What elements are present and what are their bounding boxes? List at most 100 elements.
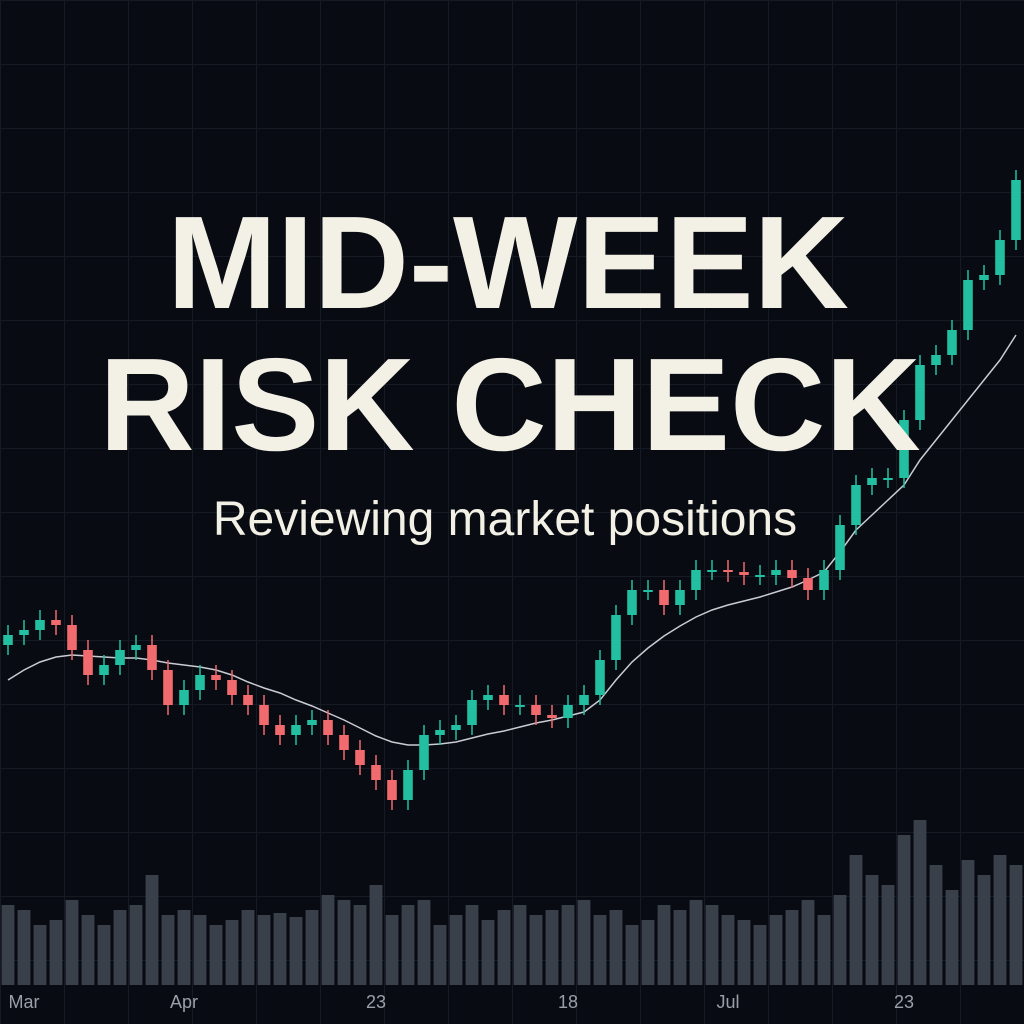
candle-body <box>563 705 573 718</box>
candle-body <box>99 665 109 675</box>
volume-bar <box>241 910 255 985</box>
volume-bar <box>849 855 863 985</box>
volume-bar <box>81 915 95 985</box>
candle-body <box>547 715 557 718</box>
volume-bar <box>737 920 751 985</box>
title-line: RISK CHECK <box>99 331 920 478</box>
candle-body <box>515 705 525 707</box>
candle-body <box>979 275 989 280</box>
candle-body <box>275 725 285 735</box>
candle-body <box>915 365 925 420</box>
volume-bar <box>753 925 767 985</box>
volume-bar <box>321 895 335 985</box>
candle-body <box>307 720 317 725</box>
volume-bar <box>177 910 191 985</box>
volume-bar <box>65 900 79 985</box>
volume-bar <box>337 900 351 985</box>
volume-bar <box>945 890 959 985</box>
volume-bar <box>225 920 239 985</box>
candle-body <box>931 355 941 365</box>
volume-bar <box>417 900 431 985</box>
candle-body <box>883 478 893 480</box>
volume-bar <box>33 925 47 985</box>
candle-body <box>147 645 157 670</box>
volume-bar <box>769 915 783 985</box>
candle-body <box>611 615 621 660</box>
candle-body <box>355 750 365 765</box>
candle-body <box>531 705 541 715</box>
candle-body <box>627 590 637 615</box>
candle-body <box>771 570 781 575</box>
candle-body <box>211 675 221 680</box>
volume-bar <box>977 875 991 985</box>
candle-body <box>659 590 669 605</box>
candle-body <box>787 570 797 578</box>
candle-body <box>899 420 909 478</box>
volume-bar <box>961 860 975 985</box>
volume-bar <box>705 905 719 985</box>
candle-body <box>371 765 381 780</box>
candle-body <box>867 478 877 485</box>
volume-bar <box>881 885 895 985</box>
candle-body <box>163 670 173 705</box>
volume-bar <box>161 915 175 985</box>
volume-bar <box>785 910 799 985</box>
volume-bar <box>465 905 479 985</box>
volume-bar <box>689 900 703 985</box>
volume-bar <box>545 910 559 985</box>
candle-body <box>995 240 1005 275</box>
volume-bar <box>625 925 639 985</box>
x-tick-label: Apr <box>170 992 198 1012</box>
x-tick-label: Jul <box>716 992 739 1012</box>
plot <box>1 170 1023 985</box>
moving-average <box>7 334 1017 746</box>
candle-body <box>755 575 765 577</box>
volume-bar <box>49 920 63 985</box>
volume-bar <box>529 915 543 985</box>
volume-bar <box>1009 865 1023 985</box>
volume-bar <box>1 905 15 985</box>
volume-bar <box>673 910 687 985</box>
x-tick-label: 18 <box>558 992 578 1012</box>
volume-bar <box>817 915 831 985</box>
volume-bar <box>481 920 495 985</box>
candle-body <box>707 570 717 572</box>
candle-body <box>963 280 973 330</box>
candle-body <box>195 675 205 690</box>
candle-body <box>675 590 685 605</box>
candle-body <box>243 695 253 705</box>
candle-body <box>323 720 333 735</box>
volume-bar <box>273 913 287 985</box>
candle-body <box>451 725 461 730</box>
volume-bar <box>609 910 623 985</box>
volume-bar <box>721 915 735 985</box>
candle-body <box>403 770 413 800</box>
candle-body <box>51 620 61 625</box>
candle-body <box>291 725 301 735</box>
x-tick-label: Mar <box>9 992 40 1012</box>
volume-bar <box>913 820 927 985</box>
volume-bar <box>385 915 399 985</box>
volume-bar <box>193 915 207 985</box>
candle-body <box>851 485 861 525</box>
volume-bar <box>257 915 271 985</box>
volume-bar <box>593 915 607 985</box>
volume-bar <box>577 900 591 985</box>
volume-bar <box>17 910 31 985</box>
volume-bar <box>497 910 511 985</box>
candle-body <box>579 695 589 705</box>
volume-bar <box>641 920 655 985</box>
candle-body <box>483 695 493 700</box>
volume-bar <box>145 875 159 985</box>
candle-body <box>595 660 605 695</box>
subtitle: Reviewing market positions <box>213 493 797 546</box>
volume-bar <box>369 885 383 985</box>
candle-body <box>339 735 349 750</box>
volume-bar <box>129 905 143 985</box>
candle-body <box>3 635 13 645</box>
volume-bar <box>897 835 911 985</box>
candle-body <box>131 645 141 650</box>
x-tick-label: 23 <box>366 992 386 1012</box>
